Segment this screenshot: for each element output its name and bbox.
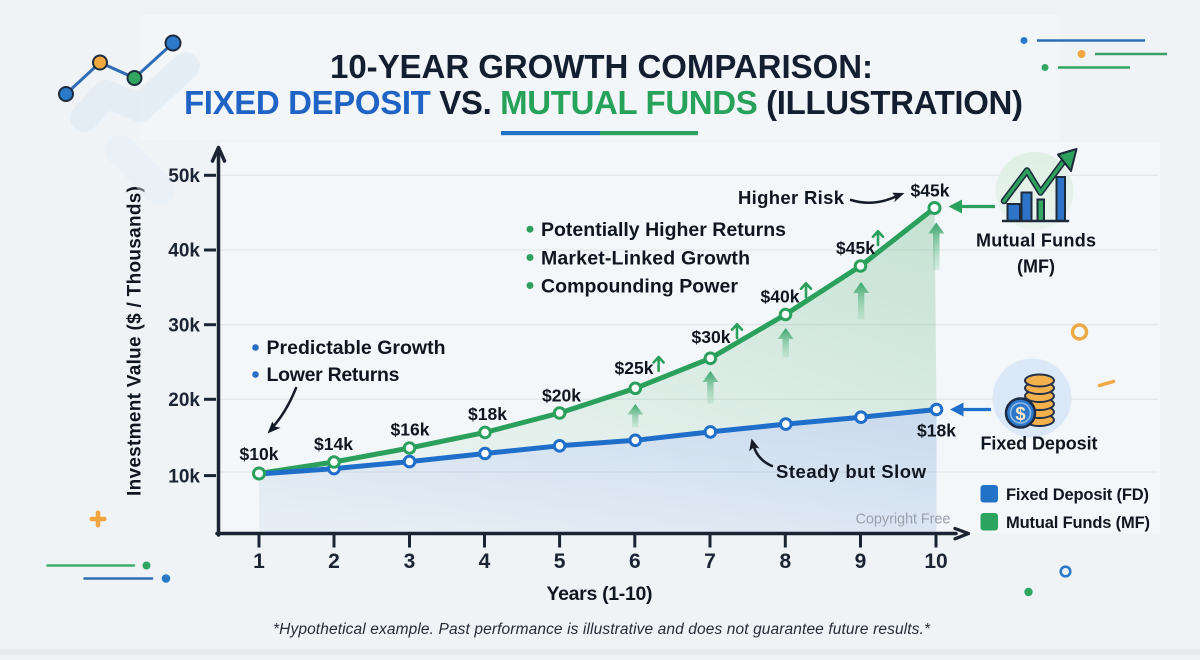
svg-text:10: 10 [924, 550, 947, 573]
svg-text:40k: 40k [168, 241, 200, 262]
svg-text:Fixed Deposit: Fixed Deposit [981, 434, 1098, 454]
svg-text:30k: 30k [168, 315, 200, 336]
svg-text:5: 5 [554, 550, 566, 573]
svg-text:7: 7 [704, 550, 716, 573]
svg-text:Potentially Higher Returns: Potentially Higher Returns [541, 219, 786, 241]
svg-text:8: 8 [779, 550, 791, 573]
svg-text:*Hypothetical example. Past pe: *Hypothetical example. Past performance … [273, 621, 931, 638]
svg-text:Predictable Growth: Predictable Growth [267, 337, 446, 359]
svg-text:Mutual Funds (MF): Mutual Funds (MF) [1006, 514, 1150, 532]
svg-text:$18k: $18k [468, 404, 507, 424]
svg-text:Mutual Funds: Mutual Funds [976, 231, 1096, 251]
svg-text:Copyright Free: Copyright Free [856, 512, 951, 528]
svg-text:$40k: $40k [761, 287, 800, 307]
svg-text:Compounding Power: Compounding Power [541, 275, 738, 297]
svg-text:Lower Returns: Lower Returns [267, 364, 400, 386]
svg-text:$30k: $30k [692, 327, 731, 347]
svg-text:$16k: $16k [391, 420, 430, 440]
svg-text:3: 3 [404, 550, 416, 573]
svg-text:$: $ [1015, 403, 1026, 424]
svg-text:(MF): (MF) [1017, 257, 1055, 277]
svg-text:50k: 50k [168, 166, 200, 187]
svg-text:20k: 20k [168, 390, 200, 411]
svg-text:$18k: $18k [917, 421, 956, 441]
svg-text:10-YEAR GROWTH COMPARISON:: 10-YEAR GROWTH COMPARISON: [330, 48, 873, 85]
svg-text:$45k: $45k [836, 238, 875, 258]
svg-text:Market-Linked Growth: Market-Linked Growth [541, 247, 750, 269]
svg-text:$45k: $45k [911, 181, 950, 201]
svg-text:$10k: $10k [240, 444, 279, 464]
svg-text:Investment Value ($ / Thousand: Investment Value ($ / Thousands) [125, 186, 146, 496]
svg-text:2: 2 [328, 550, 340, 573]
svg-text:9: 9 [855, 550, 867, 573]
svg-text:$20k: $20k [542, 386, 581, 406]
svg-text:Steady but Slow: Steady but Slow [776, 461, 927, 482]
svg-text:10k: 10k [168, 466, 200, 487]
svg-text:6: 6 [629, 550, 641, 573]
svg-text:FIXED DEPOSIT VS. MUTUAL FUNDS: FIXED DEPOSIT VS. MUTUAL FUNDS (ILLUSTRA… [184, 84, 1023, 121]
svg-text:$14k: $14k [314, 434, 353, 454]
svg-text:Fixed Deposit (FD): Fixed Deposit (FD) [1006, 486, 1149, 504]
svg-text:$25k: $25k [615, 358, 654, 378]
svg-text:1: 1 [253, 550, 265, 573]
svg-text:4: 4 [479, 550, 491, 573]
svg-text:Higher Risk: Higher Risk [738, 187, 845, 208]
svg-text:Years (1-10): Years (1-10) [547, 583, 653, 605]
